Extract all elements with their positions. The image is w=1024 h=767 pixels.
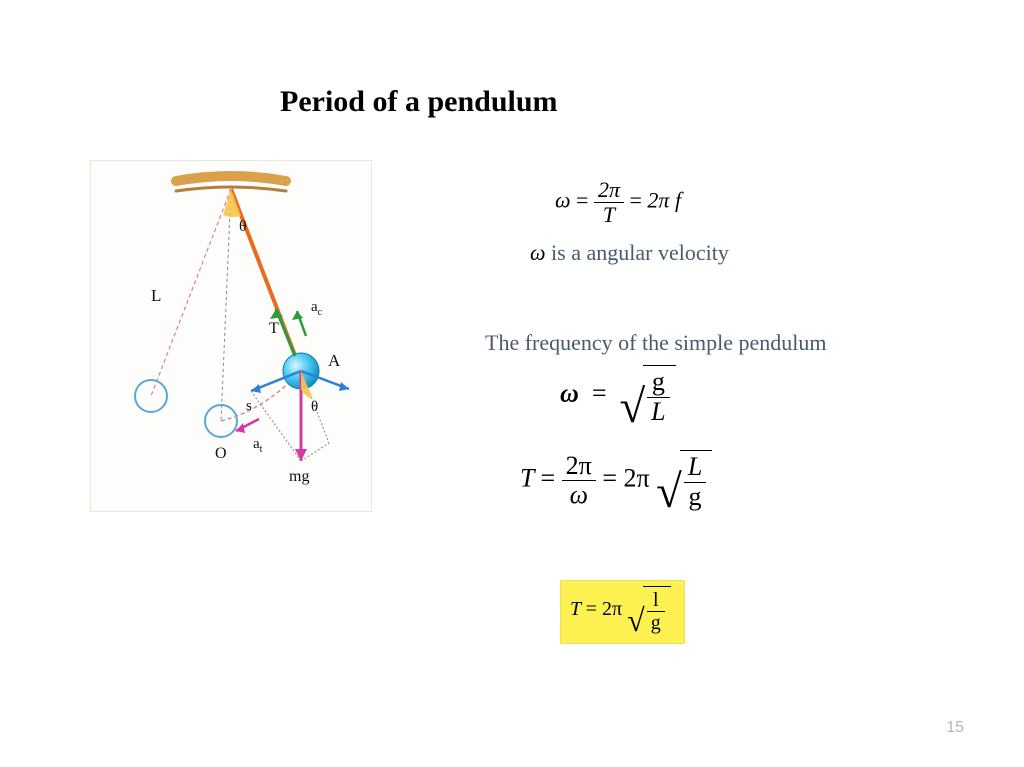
gravity-arrow-icon [295,449,307,461]
A-label: A [328,351,341,370]
mg-label: mg [289,468,309,485]
s-label: s [246,398,252,414]
equation-period-highlighted: T = 2π √ lg [560,580,685,644]
page-number: 15 [946,719,964,737]
equation-omega-frequency: ω = 2πT = 2π f [555,178,681,227]
arc-path-icon [221,376,296,421]
omega-symbol: ω [530,240,546,265]
L-label: L [151,286,161,305]
ac-label: ac [311,299,323,318]
page-title: Period of a pendulum [280,85,558,119]
T-label: T [269,320,279,337]
equation-omega-sqrt: ω = √ gL [560,365,676,426]
theta-label-top: θ [239,218,247,235]
centripetal-arrow-icon [292,311,303,320]
equation-period: T = 2πω = 2π √ Lg [520,450,712,511]
at-label: at [253,436,263,455]
pivot-bar-icon [176,176,286,181]
pendulum-diagram: θ [90,160,372,512]
O-label: O [215,445,227,462]
angular-velocity-note: ω is a angular velocity [530,240,729,266]
string-dashed-icon [151,189,231,396]
frequency-note: The frequency of the simple pendulum [485,330,827,356]
theta-label-bottom: θ [311,399,318,415]
